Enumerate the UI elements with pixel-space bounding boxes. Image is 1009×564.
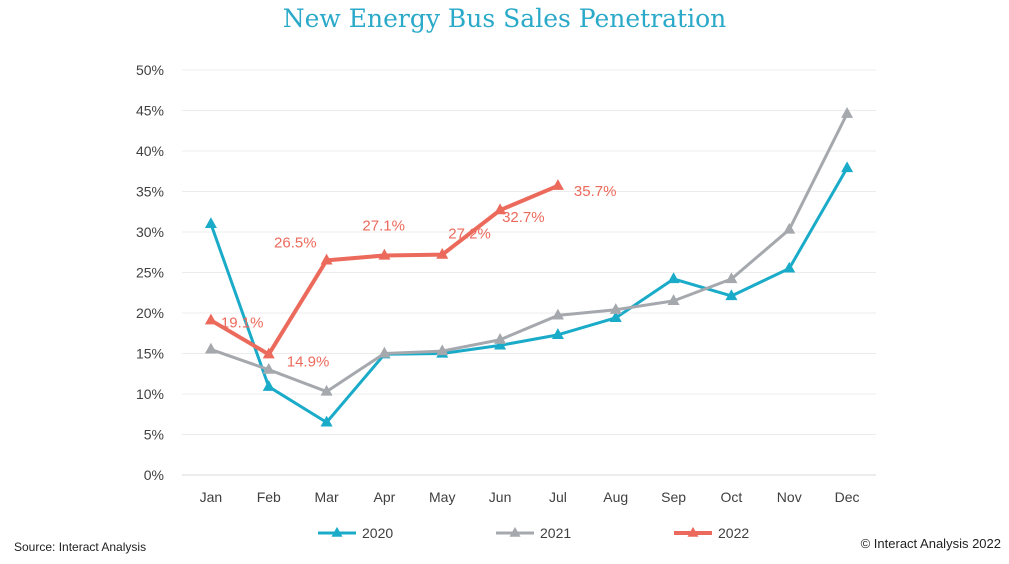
data-point [841,161,854,173]
data-point [551,179,564,190]
series-2020 [204,161,854,427]
legend-item-2021: 2021 [496,525,571,541]
x-tick-label: Nov [777,489,802,505]
x-tick-label: Oct [721,489,743,505]
series-line-2021 [210,113,849,394]
data-point [204,342,217,354]
y-tick-label: 10% [136,386,164,402]
legend-marker [331,526,343,537]
x-tick-label: Jul [549,489,567,505]
data-point [378,248,391,260]
y-tick-label: 0% [144,467,164,483]
data-point [262,347,275,359]
data-label: 27.2% [448,226,491,243]
legend: 2020 2021 2022 [318,525,749,541]
data-point [262,363,275,374]
data-point [204,313,217,325]
data-point [609,303,622,314]
data-point [609,311,622,322]
grid-lines [182,69,876,476]
chart-title: New Energy Bus Sales Penetration [282,4,727,33]
data-label: 14.9% [287,353,330,370]
x-tick-label: Apr [374,489,396,505]
legend-label: 2021 [540,525,571,541]
source-note: Source: Interact Analysis [14,540,147,554]
data-point [725,272,738,284]
y-tick-label: 15% [136,346,164,362]
data-point [320,384,333,396]
data-label: 27.1% [362,217,405,234]
data-point [841,107,854,118]
legend-label: 2020 [362,525,393,541]
legend-label: 2022 [718,525,749,541]
data-point [551,328,564,339]
series-line-2020 [209,167,849,424]
data-point [320,415,333,427]
data-point [204,217,217,229]
x-tick-label: May [429,489,455,505]
y-axis-ticks: 0% 5% 10% 15% 20% 25% 30% 35% 40% 45% 50% [136,62,164,483]
x-axis-ticks: Jan Feb Mar Apr May Jun Jul Aug Sep Oct Nov Dec [200,489,860,505]
y-tick-label: 5% [144,427,164,443]
copyright-note: © Interact Analysis 2022 [860,536,1001,551]
series-2021 [204,107,854,396]
y-tick-label: 35% [136,184,164,200]
data-point [494,333,507,344]
data-point [667,294,680,305]
legend-item-2022: 2022 [674,525,749,541]
data-label: 35.7% [574,183,617,200]
data-label: 26.5% [274,234,317,251]
data-point [783,261,796,273]
x-tick-label: Feb [257,489,281,505]
legend-marker [509,526,521,537]
series-2022 [204,179,564,359]
y-tick-label: 30% [136,224,164,240]
series-lines [204,107,854,427]
y-tick-label: 45% [136,103,164,119]
data-point [783,222,796,234]
x-tick-label: Dec [835,489,860,505]
x-tick-label: Sep [661,489,686,505]
data-labels: 19.1% 14.9% 26.5% 27.1% 27.2% 32.7% 35.7% [221,183,617,370]
data-point [725,289,738,301]
x-tick-label: Jan [200,489,223,505]
y-tick-label: 25% [136,265,164,281]
legend-marker [687,526,699,537]
data-point [551,308,564,320]
x-tick-label: Jun [489,489,512,505]
data-point [494,338,507,350]
data-point [378,346,391,358]
data-label: 19.1% [221,314,264,331]
data-point [667,272,680,284]
data-point [262,380,275,391]
data-point [320,253,333,265]
data-point [436,247,449,259]
x-tick-label: Aug [603,489,628,505]
x-tick-label: Mar [315,489,339,505]
y-tick-label: 40% [136,143,164,159]
y-tick-label: 50% [136,62,164,78]
legend-item-2020: 2020 [318,525,393,541]
data-point [494,203,507,215]
y-tick-label: 20% [136,305,164,321]
data-point [436,344,449,356]
data-label: 32.7% [502,209,545,226]
